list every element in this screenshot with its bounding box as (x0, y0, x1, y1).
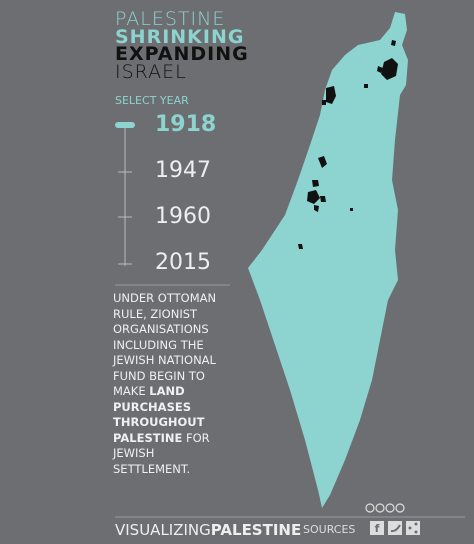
slider-ticks (118, 171, 132, 265)
description: UNDER OTTOMAN RULE, ZIONIST ORGANISATION… (113, 291, 221, 477)
description-text: FOR JEWISH SETTLEMENT. (113, 430, 210, 476)
year-option[interactable]: 2015 (155, 250, 211, 275)
select-year-label: SELECT YEAR (115, 94, 189, 107)
brand-bold: PALESTINE (210, 521, 302, 539)
description-text: UNDER OTTOMAN RULE, ZIONIST ORGANISATION… (113, 291, 217, 398)
slider-knob[interactable] (115, 122, 135, 128)
title-line: SHRINKING (115, 25, 245, 48)
description-text: LAND PURCHASES THROUGHOUT PALESTINE (113, 384, 205, 445)
year-option[interactable]: 1947 (155, 158, 211, 183)
year-option[interactable]: 1918 (155, 112, 217, 137)
land-purchases (298, 40, 398, 249)
year-option[interactable]: 1960 (155, 204, 211, 229)
license-icons (365, 503, 405, 513)
social-icons[interactable]: f (370, 521, 420, 535)
map (248, 12, 408, 508)
sources-link[interactable]: SOURCES (303, 523, 356, 536)
title-line: ISRAEL (115, 60, 187, 83)
svg-text:f: f (375, 522, 380, 535)
title-line: PALESTINE (115, 8, 226, 30)
brand[interactable]: VISUALIZINGPALESTINE (115, 521, 301, 539)
brand-light: VISUALIZING (115, 521, 211, 539)
title-line: EXPANDING (115, 43, 249, 65)
